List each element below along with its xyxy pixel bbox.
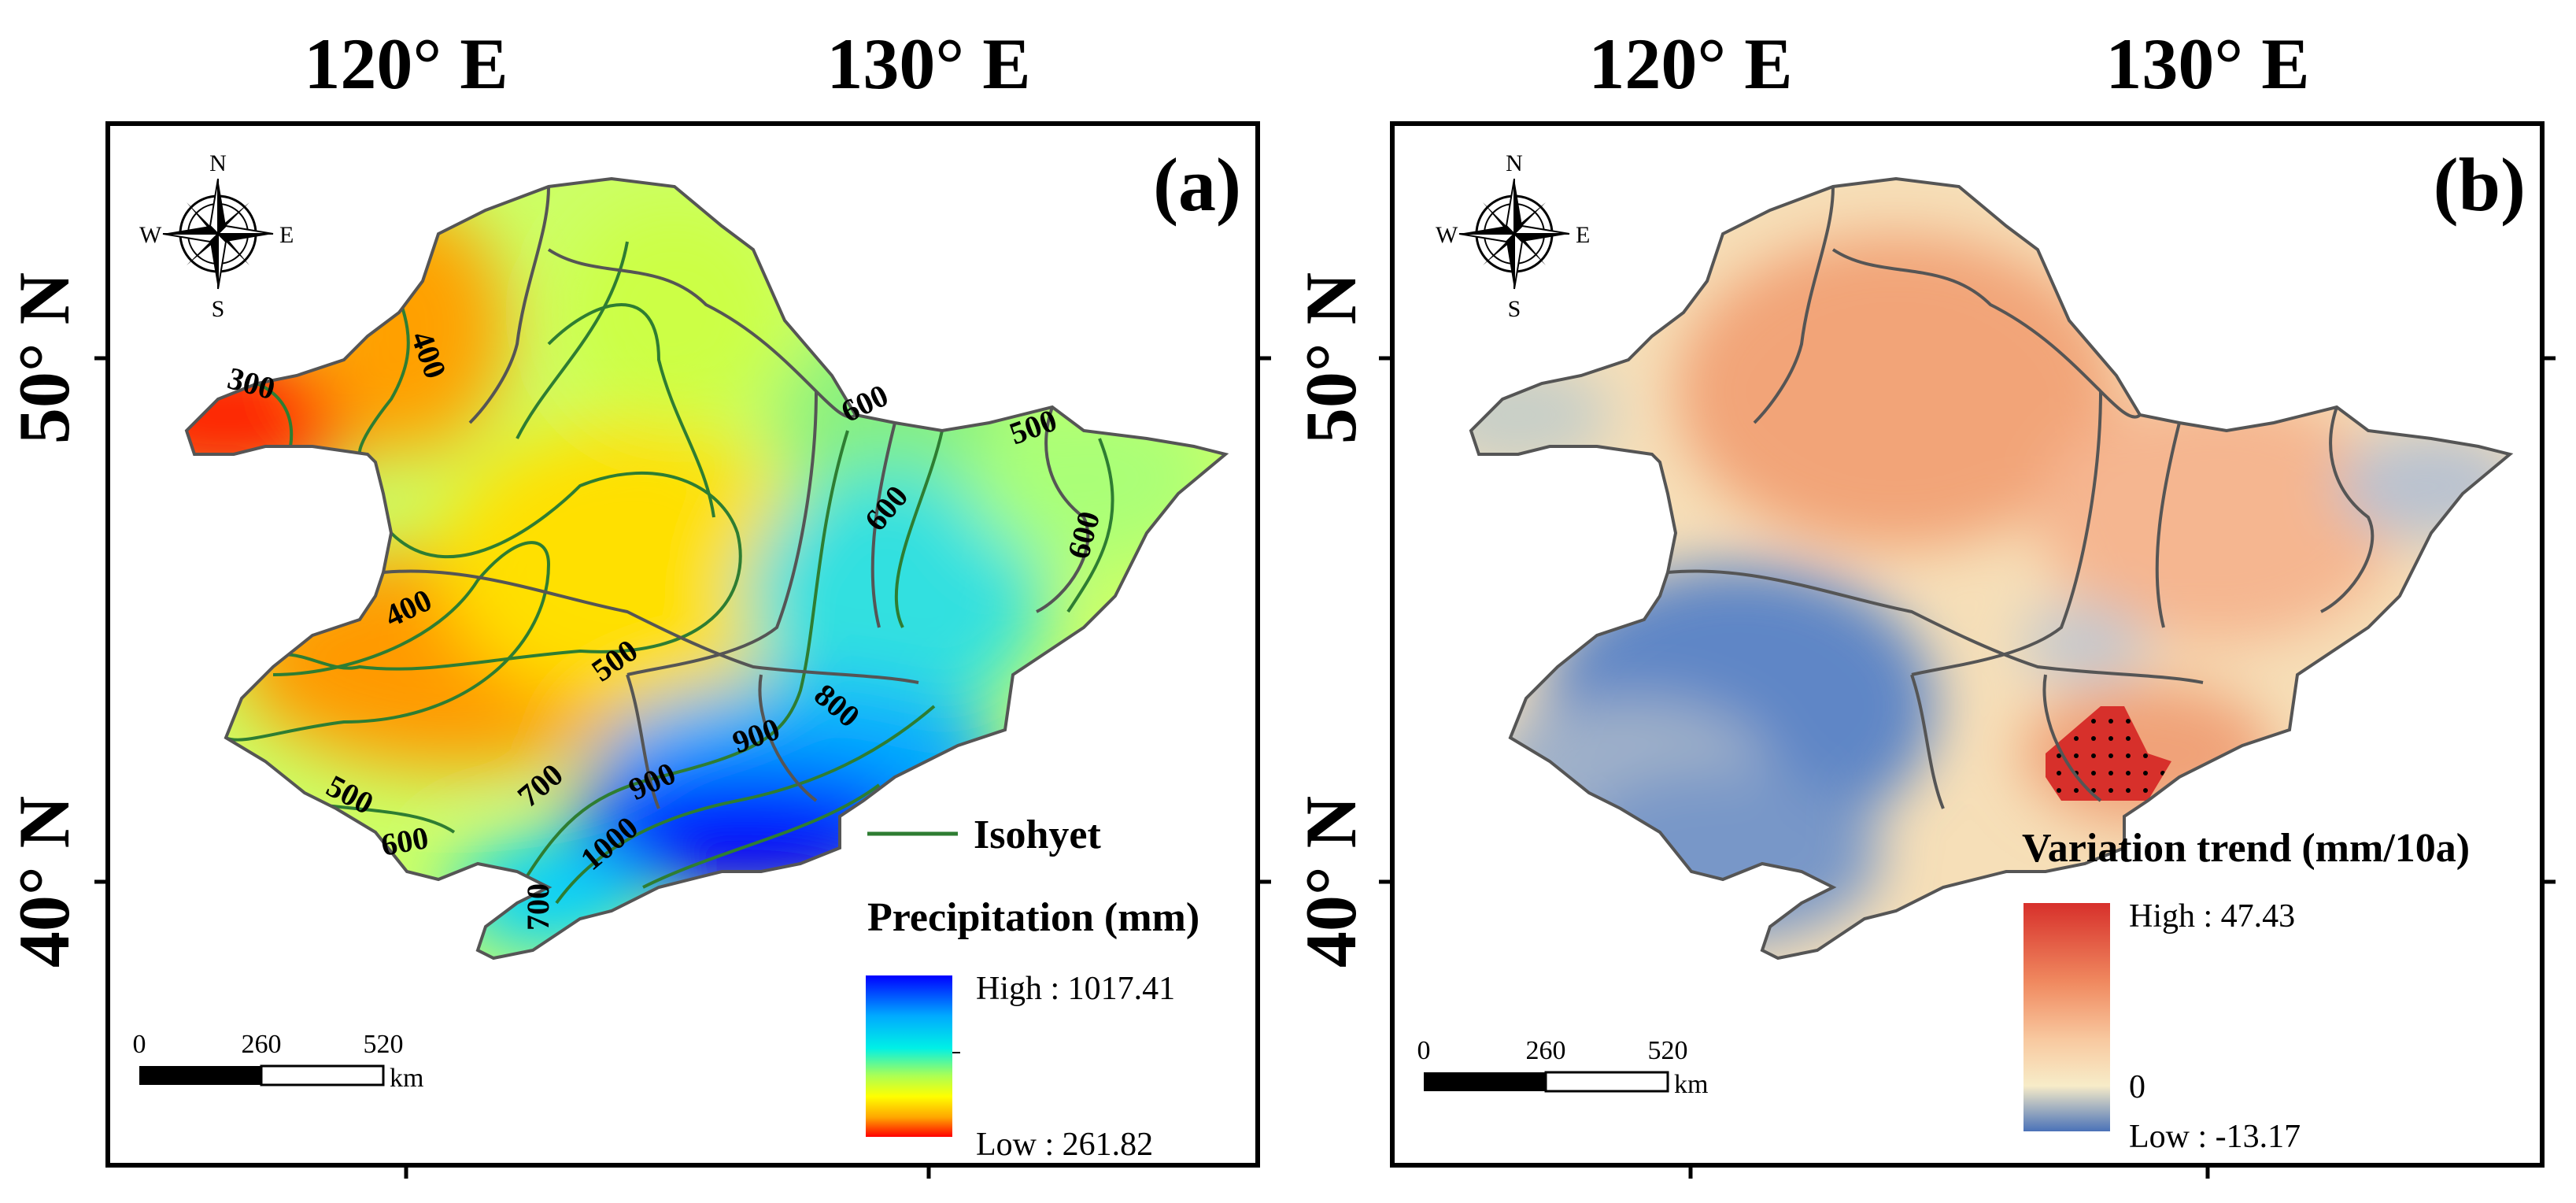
compass-s: S [212, 296, 225, 322]
compass-e: E [1576, 222, 1590, 248]
isohyet-label: 700 [520, 883, 556, 931]
compass-w: W [139, 222, 162, 248]
scale-unit: km [1674, 1070, 1708, 1099]
precip-legend-title: Precipitation (mm) [867, 895, 1199, 940]
compass-w: W [1436, 222, 1458, 248]
panel-a-axes: 120° E 130° E 50° N 40° N [4, 24, 1271, 1179]
scale-tick-520: 520 [364, 1030, 404, 1059]
precip-legend-high: High : 1017.41 [976, 971, 1175, 1007]
scale-tick-0: 0 [1417, 1036, 1431, 1065]
scale-bar: 0 260 520 km [1417, 1036, 1709, 1099]
panel-b-axes: 120° E 130° E 50° N 40° N [1291, 24, 2556, 1179]
panel-a: 300 400 400 500 500 500 600 600 600 600 … [105, 121, 1260, 1168]
lat-label-40: 40° N [4, 796, 84, 968]
scale-tick-520: 520 [1648, 1036, 1688, 1065]
scale-tick-260: 260 [242, 1030, 282, 1059]
panel-label: (a) [1153, 143, 1241, 227]
precip-colorbar [866, 975, 952, 1137]
province-boundaries [1667, 186, 2375, 809]
compass-n: N [209, 150, 227, 176]
trend-legend-high: High : 47.43 [2129, 898, 2295, 935]
panel-b: (b) N S E W Variation trend (mm/10a) Hig… [1390, 121, 2545, 1168]
panel-label: (b) [2434, 143, 2526, 227]
isohyet-legend-label: Isohyet [974, 812, 1101, 857]
isohyet-label: 600 [379, 820, 431, 863]
lon-label-120: 120° E [1588, 24, 1792, 104]
province-boundaries [383, 186, 1090, 809]
lat-label-50: 50° N [1291, 272, 1371, 444]
lon-label-120: 120° E [304, 24, 508, 104]
scale-bar: 0 260 520 km [133, 1030, 424, 1093]
compass-e: E [279, 222, 294, 248]
scale-unit: km [390, 1064, 423, 1093]
trend-colorbar [2023, 903, 2110, 1131]
compass-s: S [1508, 296, 1521, 322]
compass-rose-icon: N S E W [139, 150, 294, 322]
scale-tick-260: 260 [1526, 1036, 1566, 1065]
lat-label-50: 50° N [4, 272, 84, 444]
trend-legend-mid: 0 [2129, 1069, 2145, 1105]
compass-n: N [1506, 150, 1523, 176]
compass-rose-icon: N S E W [1436, 150, 1590, 322]
lon-label-130: 130° E [826, 24, 1030, 104]
lat-label-40: 40° N [1291, 796, 1371, 968]
precip-legend-low: Low : 261.82 [976, 1127, 1153, 1163]
scale-tick-0: 0 [133, 1030, 146, 1059]
trend-legend-low: Low : -13.17 [2129, 1119, 2301, 1155]
trend-legend-title: Variation trend (mm/10a) [2022, 826, 2470, 871]
lon-label-130: 130° E [2105, 24, 2309, 104]
